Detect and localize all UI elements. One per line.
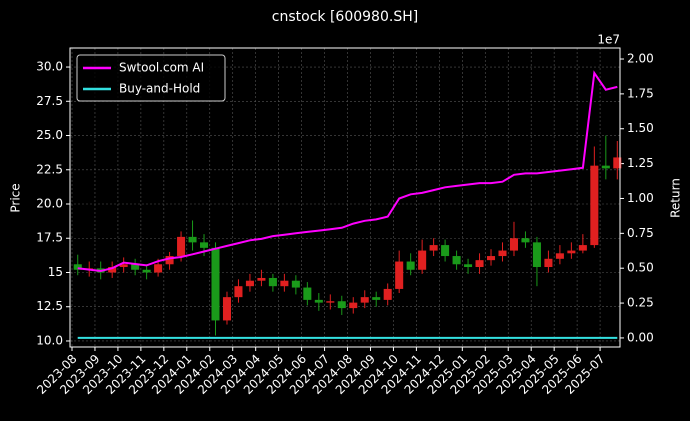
- candle-body: [337, 301, 346, 309]
- y-tick-label: 22.5: [36, 162, 63, 176]
- candle-body: [418, 250, 427, 270]
- candle-body: [234, 286, 243, 298]
- y-tick-label: 27.5: [36, 94, 63, 108]
- y-tick-label: 12.5: [36, 299, 63, 313]
- candle-body: [441, 245, 450, 257]
- y2-tick-label: 1.00: [627, 191, 654, 205]
- candle-body: [487, 256, 496, 261]
- candle-body: [452, 256, 461, 265]
- y2-offset-label: 1e7: [597, 33, 620, 47]
- candle-body: [429, 245, 438, 251]
- candle-body: [131, 264, 140, 270]
- candle-body: [119, 264, 128, 268]
- candle-body: [544, 258, 553, 268]
- y2-tick-label: 2.00: [627, 52, 654, 66]
- candle-body: [475, 260, 484, 268]
- candle-body: [326, 301, 335, 303]
- candle-body: [303, 287, 312, 300]
- candle-body: [73, 264, 82, 270]
- y-tick-label: 15: [48, 265, 63, 279]
- y2-tick-label: 1.25: [627, 156, 654, 170]
- legend-label: Buy-and-Hold: [119, 82, 200, 96]
- candle-body: [567, 250, 576, 254]
- candle-body: [555, 253, 564, 259]
- candle-body: [154, 264, 163, 273]
- y2-tick-label: 0.75: [627, 226, 654, 240]
- candle-body: [291, 280, 300, 288]
- y-tick-label: 17.5: [36, 231, 63, 245]
- candle-body: [509, 238, 518, 251]
- chart-title: cnstock [600980.SH]: [272, 9, 418, 25]
- candle-body: [578, 245, 587, 251]
- candle-body: [108, 267, 117, 273]
- candle-body: [464, 264, 473, 268]
- candle-body: [200, 242, 209, 248]
- candle-body: [280, 280, 289, 287]
- candle-body: [177, 236, 186, 257]
- y-axis-label: Price: [9, 183, 23, 212]
- y2-tick-label: 0.00: [627, 330, 654, 344]
- candle-body: [314, 299, 323, 303]
- candle-body: [268, 277, 277, 287]
- y2-tick-label: 0.50: [627, 261, 654, 275]
- legend-box: [76, 54, 226, 102]
- y-tick-label: 25.0: [36, 128, 63, 142]
- candle-body: [521, 238, 530, 243]
- candle-body: [498, 250, 507, 257]
- candle-body: [613, 157, 622, 169]
- candle-body: [188, 236, 197, 243]
- legend-label: Swtool.com AI: [119, 61, 204, 75]
- y-tick-label: 20.0: [36, 197, 63, 211]
- y-tick-label: 30.0: [36, 60, 63, 74]
- candle-body: [257, 277, 266, 281]
- series-line: [77, 70, 618, 273]
- candle-body: [395, 261, 404, 289]
- candle-body: [211, 247, 220, 321]
- candle-body: [222, 297, 231, 321]
- candle-body: [532, 242, 541, 268]
- candle-body: [245, 280, 254, 287]
- y2-tick-label: 1.50: [627, 121, 654, 135]
- y-tick-label: 10.0: [36, 333, 63, 347]
- y2-axis-label: Return: [669, 178, 683, 218]
- plot-frame: [69, 47, 621, 348]
- candle-body: [142, 269, 151, 273]
- candle-body: [601, 165, 610, 169]
- candle-body: [372, 297, 381, 300]
- candle-body: [383, 288, 392, 300]
- y2-tick-label: 1.75: [627, 86, 654, 100]
- candle-body: [360, 297, 369, 303]
- candle-body: [165, 256, 174, 265]
- candle-body: [349, 302, 358, 309]
- candle-body: [590, 165, 599, 246]
- y2-tick-label: 0.25: [627, 296, 654, 310]
- candle-body: [406, 261, 415, 270]
